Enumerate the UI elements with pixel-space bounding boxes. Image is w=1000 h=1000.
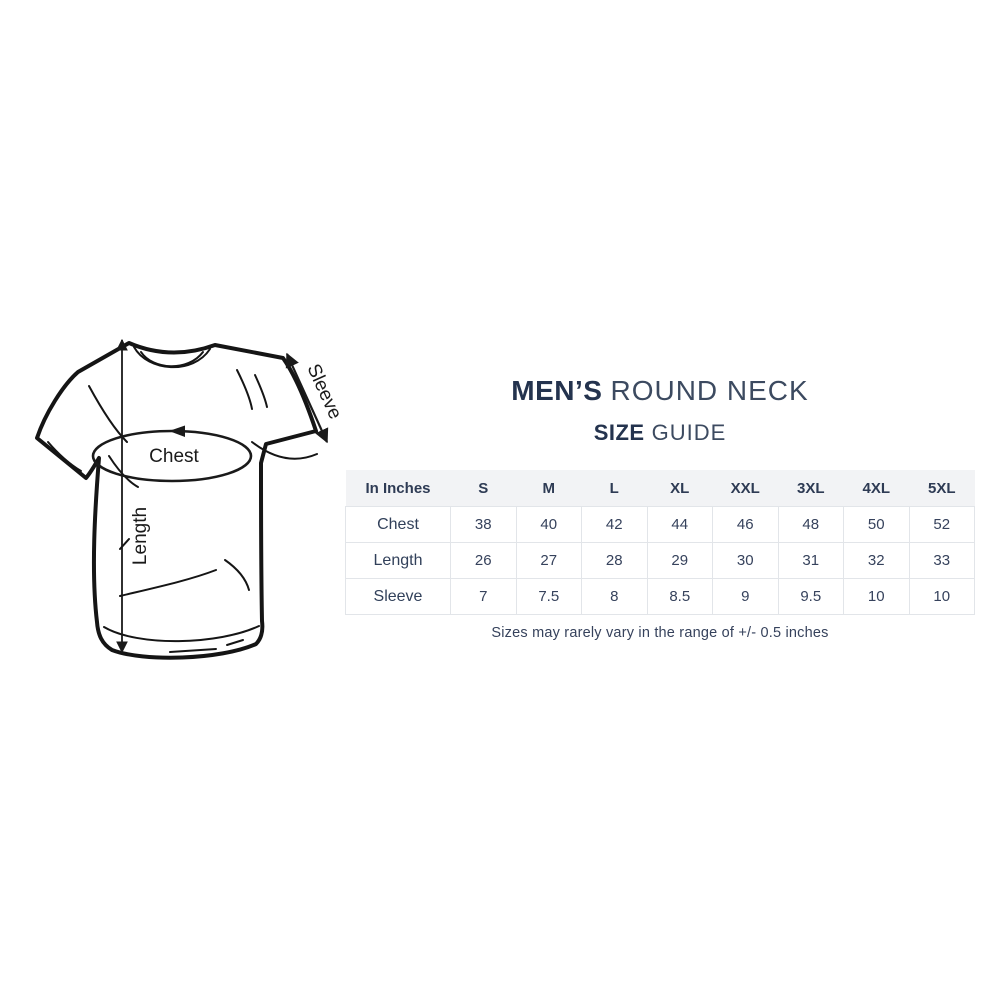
table-row-length: Length 26 27 28 29 30 31 32 33 (345, 542, 975, 579)
page-title: MEN’S ROUND NECK (345, 377, 975, 405)
title-block: MEN’S ROUND NECK SIZE GUIDE (345, 377, 975, 444)
page-subtitle-bold: SIZE (593, 420, 645, 445)
tshirt-sketch: Length Chest Sleeve (35, 338, 346, 660)
tshirt-outline (35, 341, 318, 660)
size-col-header: 5XL (909, 470, 975, 507)
size-value-cell: 28 (581, 542, 648, 579)
size-value-cell: 48 (777, 506, 844, 543)
size-variance-note: Sizes may rarely vary in the range of +/… (491, 625, 829, 641)
page-title-bold: MEN’S (511, 375, 603, 406)
size-col-header: 4XL (843, 470, 909, 507)
size-value-cell: 33 (908, 542, 975, 579)
size-col-header: XL (647, 470, 713, 507)
length-label: Length (130, 507, 151, 565)
size-value-cell: 42 (581, 506, 648, 543)
size-value-cell: 10 (843, 578, 910, 615)
size-value-cell: 50 (843, 506, 910, 543)
page-subtitle: SIZE GUIDE (345, 422, 975, 444)
size-value-cell: 8.5 (646, 578, 713, 615)
size-value-cell: 7 (450, 578, 517, 615)
row-label: Chest (345, 506, 451, 543)
page-subtitle-rest: GUIDE (651, 420, 727, 445)
length-label-tick (119, 538, 130, 550)
size-value-cell: 38 (450, 506, 517, 543)
fold-line (251, 441, 318, 460)
fold-line (119, 569, 217, 597)
size-value-cell: 40 (515, 506, 582, 543)
size-value-cell: 32 (843, 542, 910, 579)
size-value-cell: 27 (515, 542, 582, 579)
row-label: Length (345, 542, 451, 579)
table-row-chest: Chest 38 40 42 44 46 48 50 52 (345, 506, 975, 543)
unit-header-cell: In Inches (345, 470, 451, 507)
size-value-cell: 46 (712, 506, 779, 543)
size-value-cell: 52 (908, 506, 975, 543)
table-row-sleeve: Sleeve 7 7.5 8 8.5 9 9.5 10 10 (345, 578, 975, 615)
size-value-cell: 31 (777, 542, 844, 579)
size-value-cell: 26 (450, 542, 517, 579)
size-col-header: S (450, 470, 516, 507)
fold-line (169, 648, 217, 653)
hem-accent-stroke (111, 643, 257, 659)
chest-label: Chest (149, 446, 199, 467)
fold-line (224, 559, 250, 591)
size-value-cell: 44 (646, 506, 713, 543)
size-value-cell: 7.5 (515, 578, 582, 615)
size-value-cell: 9 (712, 578, 779, 615)
size-col-header: XXL (712, 470, 778, 507)
shoulder-accent-stroke (36, 342, 130, 439)
size-col-header: L (581, 470, 647, 507)
size-col-header: M (516, 470, 582, 507)
fold-line (254, 374, 268, 408)
size-table: In Inches S M L XL XXL 3XL 4XL 5XL Chest… (345, 470, 975, 615)
size-value-cell: 30 (712, 542, 779, 579)
chest-arrowhead (169, 425, 185, 437)
row-label: Sleeve (345, 578, 451, 615)
tshirt-illustration: Length Chest Sleeve (28, 330, 348, 675)
size-value-cell: 8 (581, 578, 648, 615)
sleeve-dimension-arrow (285, 352, 329, 444)
size-value-cell: 9.5 (777, 578, 844, 615)
page-title-rest: ROUND NECK (610, 375, 809, 406)
size-value-cell: 29 (646, 542, 713, 579)
fold-line (236, 369, 253, 410)
fold-line (47, 441, 82, 472)
fold-line (226, 639, 244, 646)
size-col-header: 3XL (778, 470, 844, 507)
size-value-cell: 10 (908, 578, 975, 615)
collar-second-line (140, 351, 204, 368)
size-table-header-row: In Inches S M L XL XXL 3XL 4XL 5XL (345, 470, 975, 507)
